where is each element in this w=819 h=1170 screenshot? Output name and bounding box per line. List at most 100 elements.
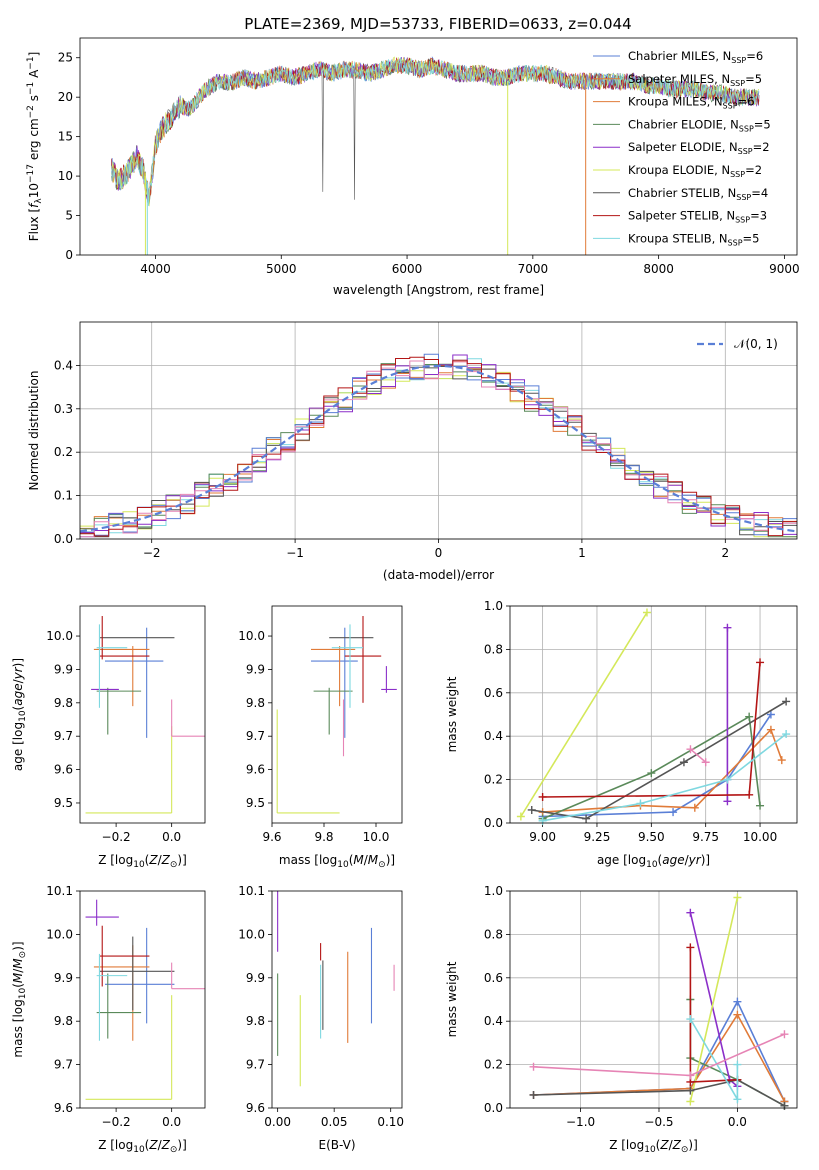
weight-marker xyxy=(777,756,786,765)
chart-mass_vs_ebv: 0.00 0.05 0.10 9.6 9.7 9.8 9.9 10.0 10.1 E(B-V) xyxy=(238,884,404,1152)
chart-residuals: −2 −1 0 1 2 0.0 0.1 0.2 0.3 0.4 (data-model)/error… xyxy=(27,321,798,582)
weight-marker xyxy=(686,1097,695,1106)
axis-label-x: (data-model)/error xyxy=(383,568,494,582)
axis-label-part: ⊙ xyxy=(170,1145,178,1155)
weight-line xyxy=(542,733,787,822)
tick-label-y: 9.5 xyxy=(246,796,265,810)
weight-marker xyxy=(782,730,791,739)
weight-line xyxy=(689,748,707,763)
legend-label: Kroupa STELIB, NSSP=5 xyxy=(628,231,759,247)
legend-label-sub: SSP xyxy=(730,170,745,179)
tick-label-x: −0.5 xyxy=(644,1115,673,1129)
legend-label: Chabrier STELIB, NSSP=4 xyxy=(628,186,768,202)
axis-label-part: Z [log xyxy=(98,853,133,867)
axes-frame xyxy=(79,37,798,256)
weight-marker xyxy=(679,758,688,767)
weight-marker xyxy=(538,816,547,825)
legend-label: Chabrier ELODIE, NSSP=5 xyxy=(628,117,771,133)
legend-label-text: Salpeter ELODIE, N xyxy=(628,140,738,154)
axis-label-x: Z [log10(Z/Z⊙)] xyxy=(609,1138,698,1155)
axis-label-part: −2 xyxy=(26,105,36,118)
tick-label-x: 1 xyxy=(578,546,586,560)
axis-label-part: / xyxy=(364,853,369,867)
legend-label: Salpeter ELODIE, NSSP=2 xyxy=(628,140,770,156)
tick-label-x: 0.0 xyxy=(162,1115,181,1129)
axis-label-part: ( xyxy=(349,853,354,867)
axis-label-y: Flux [fλ10−17 erg cm−2 s−1 A−1] xyxy=(26,52,44,242)
axis-label-part: 10 xyxy=(644,1145,656,1155)
axis-label-x: Z [log10(Z/Z⊙)] xyxy=(98,853,187,870)
weight-marker xyxy=(529,1090,538,1099)
axis-label-part: / xyxy=(669,1138,674,1152)
histogram-series xyxy=(80,354,797,535)
legend-label-suffix: =5 xyxy=(754,117,771,131)
axis-label-part: )] xyxy=(701,853,710,867)
axis-label-part: 10 xyxy=(27,183,41,198)
legend-label-text: Chabrier STELIB, N xyxy=(628,186,736,200)
weight-marker xyxy=(686,1015,695,1024)
axis-label-part: ] xyxy=(27,52,41,57)
weight-line xyxy=(689,897,739,1102)
weight-marker xyxy=(745,790,754,799)
axis-label-x: Z [log10(Z/Z⊙)] xyxy=(98,1138,187,1155)
axis-label-part: ( xyxy=(145,1138,150,1152)
axis-label-part: )] xyxy=(386,853,395,867)
tick-label-y: 9.6 xyxy=(54,763,73,777)
axis-label-part: / xyxy=(158,853,163,867)
spectrum-line xyxy=(111,57,760,203)
tick-label-y: 9.7 xyxy=(54,729,73,743)
axis-label-part: erg cm xyxy=(27,118,41,164)
axis-label-part: 10 xyxy=(133,1145,145,1155)
axis-label-part: Z xyxy=(672,1138,682,1152)
axis-label-part: f xyxy=(27,202,41,208)
tick-label-x: 9.25 xyxy=(584,830,611,844)
weight-marker xyxy=(529,1062,538,1071)
tick-label-x: 0.05 xyxy=(321,1115,348,1129)
weight-line xyxy=(689,1018,739,1103)
histogram-series xyxy=(80,360,797,538)
normal-curve xyxy=(79,364,798,533)
tick-label-x: −2 xyxy=(143,546,161,560)
axis-label-x: mass [log10(M/M⊙)] xyxy=(279,853,395,870)
axes-frame xyxy=(79,321,798,540)
chart-mass_vs_Z: −0.2 0.09.69.79.89.910.010.1Z [log10(Z/Z⊙… xyxy=(11,884,206,1155)
weight-line xyxy=(520,612,648,817)
tick-label-y: 15 xyxy=(58,130,73,144)
legend-label-sub: SSP xyxy=(723,102,738,111)
axis-label-x: wavelength [Angstrom, rest frame] xyxy=(333,283,544,297)
histogram-series xyxy=(80,356,797,537)
legend-label-text: Chabrier MILES, N xyxy=(628,49,731,63)
tick-label-y: 9.6 xyxy=(246,763,265,777)
weight-marker xyxy=(733,893,742,902)
legend-label-suffix: =6 xyxy=(738,95,755,109)
weight-marker xyxy=(782,697,791,706)
axis-label-part: age xyxy=(11,683,25,705)
tick-label-x: 9.6 xyxy=(262,830,281,844)
axis-label-part: 10 xyxy=(18,988,28,1000)
axis-label-part: Z xyxy=(659,1138,669,1152)
tick-label-y: 10.0 xyxy=(238,927,265,941)
weight-marker xyxy=(701,758,710,767)
weight-marker xyxy=(723,623,732,632)
axes-frame xyxy=(271,890,403,1109)
axis-label-y: Normed distribution xyxy=(27,371,41,491)
axis-label-part: s xyxy=(27,95,41,105)
chart-spectrum: 4000 5000 6000 7000 8000 9000 0 5 10 15 20 25 wavele… xyxy=(26,37,800,297)
tick-label-x: 0 xyxy=(435,546,443,560)
weight-marker xyxy=(745,712,754,721)
axis-label-part: ⊙ xyxy=(18,951,28,959)
tick-label-x: 4000 xyxy=(140,262,171,276)
tick-label-y: 9.8 xyxy=(54,1014,73,1028)
axis-label-part: ( xyxy=(656,1138,661,1152)
legend-label-text: Kroupa STELIB, N xyxy=(628,231,728,245)
weight-marker xyxy=(723,775,732,784)
axis-label-part: ( xyxy=(145,853,150,867)
weight-marker xyxy=(647,769,656,778)
weight-marker xyxy=(733,1060,742,1069)
weight-marker xyxy=(733,1095,742,1104)
axis-label-part: 10 xyxy=(133,860,145,870)
axis-label-part: )] xyxy=(11,658,25,667)
weight-marker xyxy=(686,1086,695,1095)
tick-label-y: 10.0 xyxy=(238,629,265,643)
chart-age_vs_Z: −0.2 0.09.59.69.79.89.910.0Z [log10(Z/Z⊙)… xyxy=(11,605,206,870)
